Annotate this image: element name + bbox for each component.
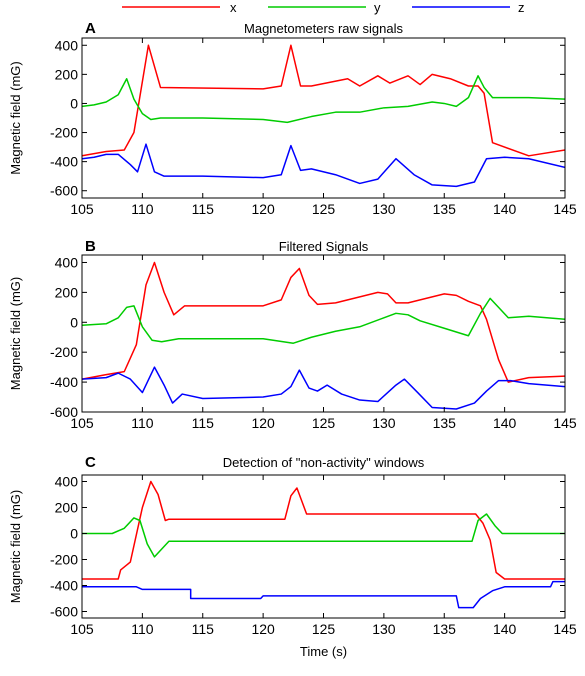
series-group — [82, 44, 565, 188]
x-tick-label: 130 — [372, 201, 396, 217]
x-tick-label: 135 — [433, 201, 457, 217]
x-tick-label: 105 — [70, 201, 94, 217]
x-tick-label: 115 — [192, 415, 215, 431]
axis-frame — [81, 37, 566, 199]
x-tick-label: 115 — [192, 201, 215, 217]
x-tick-label: 140 — [493, 201, 517, 217]
y-tick-label: -400 — [50, 578, 78, 594]
series-group — [82, 261, 565, 410]
series-line-z — [82, 143, 565, 188]
panel-letter: B — [85, 238, 96, 255]
x-tick-label: 135 — [433, 415, 457, 431]
x-tick-label: 135 — [433, 621, 457, 637]
series-line-y — [82, 513, 565, 558]
y-tick-label: -200 — [50, 125, 78, 141]
x-tick-label: 115 — [192, 621, 215, 637]
x-tick-label: 125 — [312, 415, 336, 431]
x-tick-label: 110 — [131, 201, 154, 217]
series-line-y — [82, 297, 565, 344]
x-axis-label: Time (s) — [300, 644, 347, 659]
y-tick-label: 0 — [70, 526, 78, 542]
series-group — [82, 480, 565, 609]
x-tick-label: 125 — [312, 201, 336, 217]
x-tick-label: 125 — [312, 621, 336, 637]
y-axis-label: Magnetic field (mG) — [8, 61, 23, 174]
y-axis-label: Magnetic field (mG) — [8, 277, 23, 390]
panels: 105 110 115 120 125 130 135 140 145 400 200 0 -200 -4… — [8, 20, 577, 659]
y-tick-label: -400 — [50, 374, 78, 390]
y-tick-label: -600 — [50, 404, 78, 420]
y-tick-label: 0 — [70, 95, 78, 111]
y-tick-label: 400 — [55, 254, 79, 270]
x-tick-label: 120 — [251, 201, 275, 217]
panel-b: 105 110 115 120 125 130 135 140 145 400 200 0 -200 -4… — [8, 238, 577, 431]
x-tick-label: 145 — [553, 621, 577, 637]
x-tick-label: 140 — [493, 621, 517, 637]
x-tick-label: 110 — [131, 621, 154, 637]
series-line-z — [82, 580, 565, 609]
y-tick-label: 200 — [55, 500, 79, 516]
x-tick-label: 140 — [493, 415, 517, 431]
y-tick-label: 400 — [55, 474, 79, 490]
legend-label-y: y — [374, 0, 381, 15]
x-tick-label: 145 — [553, 415, 577, 431]
legend: x y z — [122, 0, 525, 15]
series-line-x — [82, 44, 565, 157]
y-tick-label: 400 — [55, 37, 79, 53]
x-tick-label: 110 — [131, 415, 154, 431]
x-tick-label: 145 — [553, 201, 577, 217]
y-tick-label: -400 — [50, 154, 78, 170]
y-tick-label: -200 — [50, 552, 78, 568]
y-tick-label: 200 — [55, 66, 79, 82]
x-tick-label: 130 — [372, 621, 396, 637]
y-tick-label: -600 — [50, 604, 78, 620]
x-tick-label: 130 — [372, 415, 396, 431]
y-axis-label: Magnetic field (mG) — [8, 490, 23, 603]
x-tick-label: 120 — [251, 621, 275, 637]
panel-letter: A — [85, 20, 96, 37]
panel-title: Detection of "non-activity" windows — [223, 455, 425, 470]
series-line-x — [82, 480, 565, 580]
x-tick-label: 105 — [70, 621, 94, 637]
series-line-x — [82, 261, 565, 383]
x-tick-label: 105 — [70, 415, 94, 431]
panel-letter: C — [85, 454, 96, 471]
y-tick-label: -600 — [50, 183, 78, 199]
panel-title: Magnetometers raw signals — [244, 21, 403, 36]
legend-label-x: x — [230, 0, 237, 15]
panel-a: 105 110 115 120 125 130 135 140 145 400 200 0 -200 -4… — [8, 20, 577, 217]
y-tick-label: 0 — [70, 314, 78, 330]
series-line-z — [82, 366, 565, 410]
series-line-y — [82, 75, 565, 124]
panel-title: Filtered Signals — [279, 239, 369, 254]
y-tick-label: 200 — [55, 284, 79, 300]
y-tick-label: -200 — [50, 344, 78, 360]
panel-c: 105 110 115 120 125 130 135 140 145 400 200 0 -200 -4… — [8, 454, 577, 659]
x-tick-label: 120 — [251, 415, 275, 431]
legend-label-z: z — [518, 0, 525, 15]
